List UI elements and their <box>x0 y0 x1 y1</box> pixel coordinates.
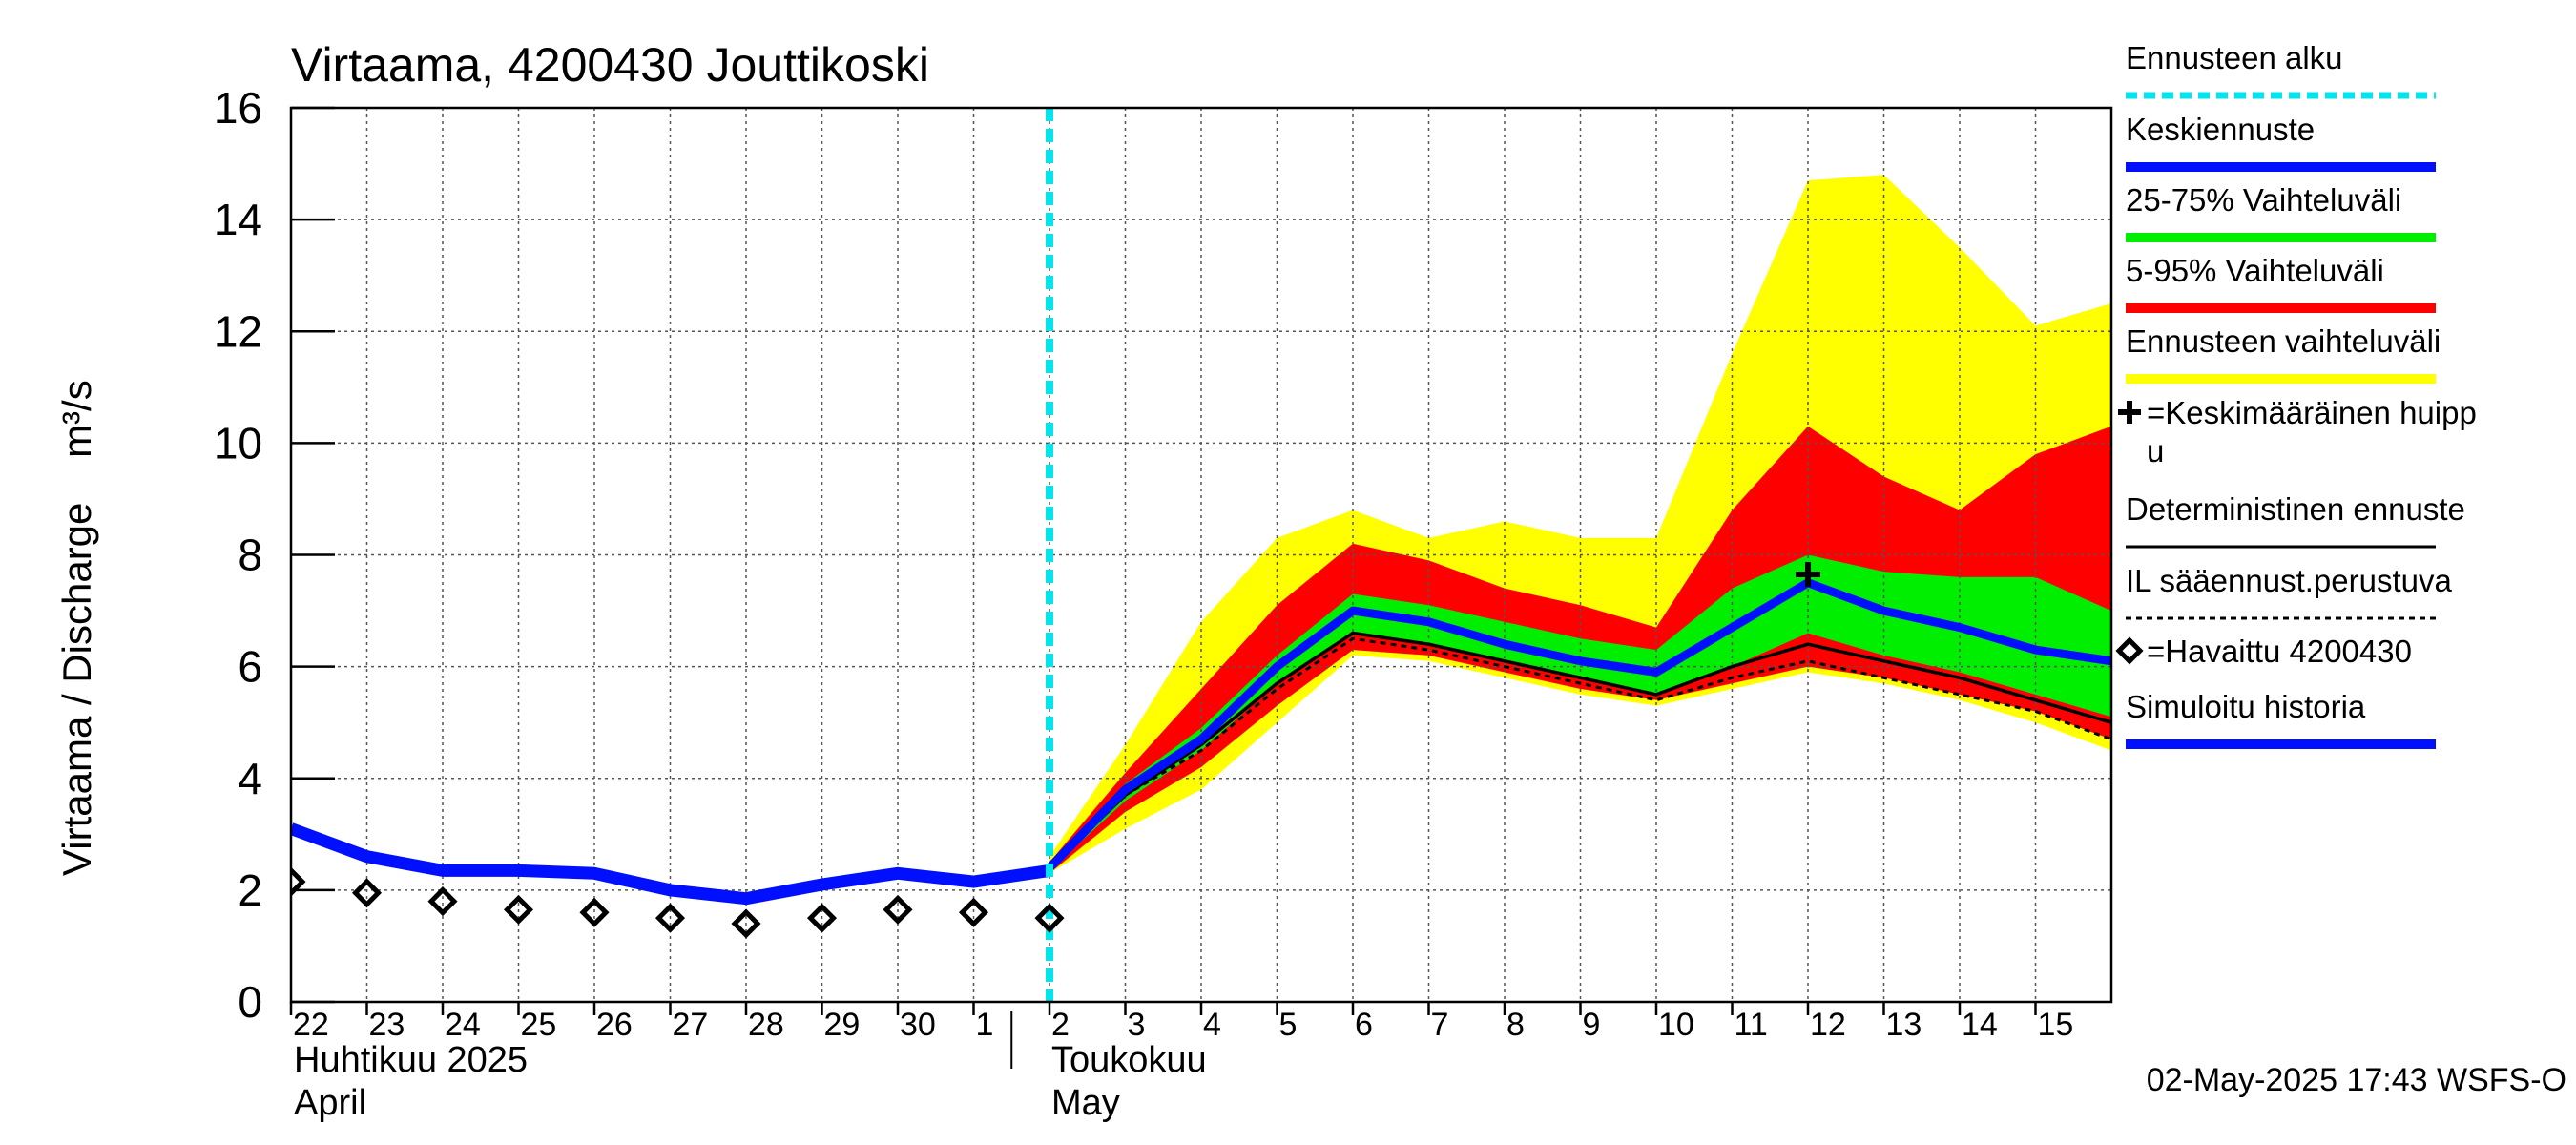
observed-point <box>579 897 610 927</box>
month-label-english: April <box>294 1083 366 1123</box>
legend-label: Simuloitu historia <box>2126 689 2366 724</box>
y-tick-label: 6 <box>238 642 262 692</box>
x-tick-label: 13 <box>1886 1007 1922 1043</box>
x-tick-label: 30 <box>900 1007 936 1043</box>
x-tick-label: 9 <box>1583 1007 1601 1043</box>
observed-point <box>427 886 458 917</box>
x-tick-label: 27 <box>673 1007 709 1043</box>
month-label: Toukokuu <box>1051 1040 1207 1080</box>
legend-label: 5-95% Vaihteluväli <box>2126 253 2384 288</box>
observed-point <box>731 908 761 939</box>
chart-title: Virtaama, 4200430 Jouttikoski <box>291 38 929 92</box>
grid-lines <box>291 108 2111 1002</box>
x-tick-label: 23 <box>369 1007 405 1043</box>
y-tick-label: 4 <box>238 754 262 803</box>
x-tick-label: 7 <box>1431 1007 1449 1043</box>
x-tick-label: 10 <box>1658 1007 1694 1043</box>
legend-label-continued: u <box>2147 433 2164 468</box>
legend-diamond-icon <box>2115 636 2144 665</box>
x-tick-label: 24 <box>445 1007 481 1043</box>
deterministic-forecast-line <box>1048 631 2111 869</box>
x-tick-label: 4 <box>1203 1007 1221 1043</box>
x-tick-label: 15 <box>2038 1007 2074 1043</box>
x-tick-label: 25 <box>521 1007 557 1043</box>
observed-point <box>291 866 306 897</box>
legend: Ennusteen alku Keskiennuste 25-75% Vaihtel… <box>2115 40 2477 749</box>
x-tick-label: 2 <box>1051 1007 1070 1043</box>
legend-label: IL sääennust.perustuva <box>2126 563 2452 598</box>
y-tick-label: 2 <box>238 865 262 915</box>
legend-label: 25-75% Vaihteluväli <box>2126 182 2401 218</box>
x-tick-label: 8 <box>1506 1007 1525 1043</box>
y-axis-label: Virtaama / Discharge m³/s <box>54 380 99 876</box>
legend-label: Ennusteen vaihteluväli <box>2126 323 2441 359</box>
month-label: Huhtikuu 2025 <box>294 1040 528 1080</box>
x-tick-label: 5 <box>1279 1007 1298 1043</box>
legend-label: =Keskimääräinen huipp <box>2147 395 2477 430</box>
observed-point <box>806 903 838 933</box>
x-tick-label: 6 <box>1355 1007 1373 1043</box>
x-tick-label: 26 <box>596 1007 633 1043</box>
y-tick-label: 14 <box>214 195 262 244</box>
y-tick-label: 0 <box>238 977 262 1027</box>
mean-forecast-line <box>1046 578 2111 871</box>
observed-point <box>351 878 383 908</box>
legend-plus-icon <box>2118 401 2141 424</box>
x-tick-label: 3 <box>1128 1007 1146 1043</box>
il-weather-forecast-line <box>1048 636 2111 869</box>
legend-label: Ennusteen alku <box>2126 40 2343 75</box>
x-tick-label: 12 <box>1810 1007 1846 1043</box>
y-tick-label: 8 <box>238 531 262 580</box>
observed-point <box>883 894 913 925</box>
y-tick-label: 10 <box>214 418 262 468</box>
legend-label: =Havaittu 4200430 <box>2147 634 2412 669</box>
x-tick-label: 28 <box>748 1007 784 1043</box>
observed-point <box>1034 903 1065 933</box>
legend-label: Deterministinen ennuste <box>2126 491 2465 527</box>
observed-point <box>958 897 989 927</box>
x-tick-label: 1 <box>976 1007 994 1043</box>
x-tick-label: 11 <box>1735 1007 1768 1043</box>
month-label-english: May <box>1051 1083 1120 1123</box>
x-tick-label: 22 <box>293 1007 329 1043</box>
mean-peak-marker <box>1796 561 1820 587</box>
series-lines <box>291 108 2111 1002</box>
y-tick-label: 12 <box>214 306 262 356</box>
x-tick-label: 14 <box>1962 1007 1998 1043</box>
band-forecast-range <box>1049 175 2111 874</box>
observed-point <box>654 903 686 933</box>
simulated-history-line <box>291 822 1050 906</box>
observed-point <box>503 894 534 925</box>
x-tick-label: 29 <box>824 1007 861 1043</box>
timestamp-footer: 02-May-2025 17:43 WSFS-O <box>2147 1062 2566 1098</box>
legend-label: Keskiennuste <box>2126 112 2315 147</box>
y-tick-label: 16 <box>214 83 262 133</box>
